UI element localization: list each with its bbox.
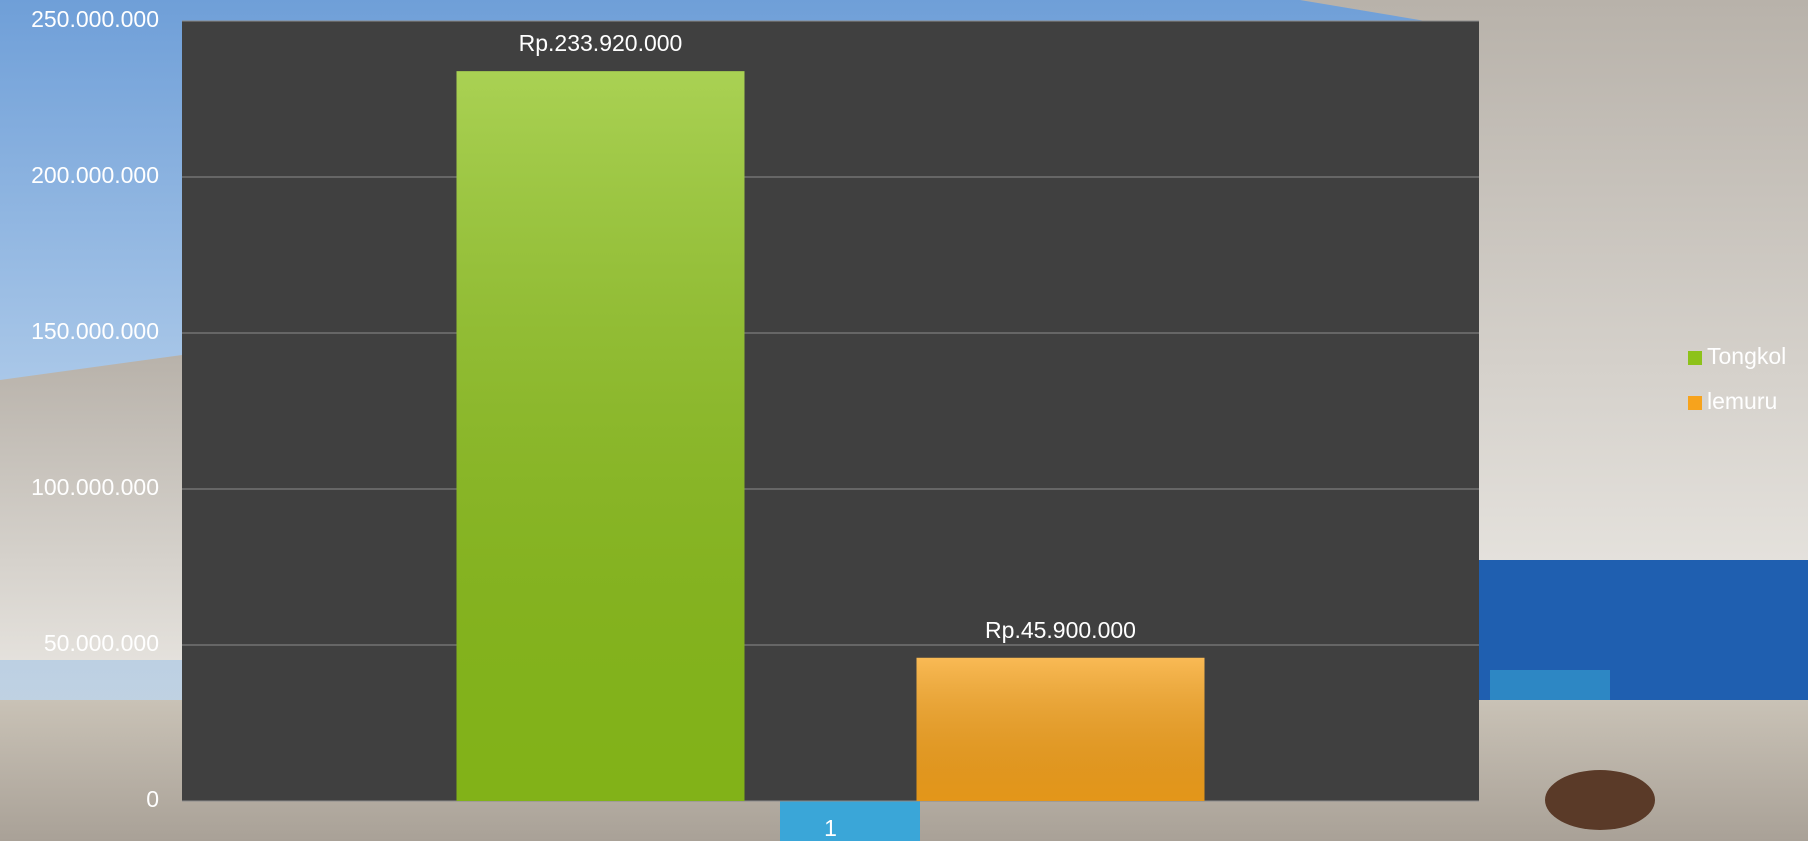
legend-swatch xyxy=(1688,351,1702,365)
data-label: Rp.233.920.000 xyxy=(519,30,683,56)
y-tick-label: 200.000.000 xyxy=(31,162,159,188)
chart: 0 50.000.000 100.000.000 150.000.000 200.000… xyxy=(0,0,1808,841)
plot-area xyxy=(182,21,1479,801)
y-tick-label: 0 xyxy=(146,786,159,812)
y-tick-label: 50.000.000 xyxy=(44,630,159,656)
bar-shine xyxy=(917,658,1205,801)
x-tick-label: 1 xyxy=(824,815,837,841)
y-tick-label: 100.000.000 xyxy=(31,474,159,500)
y-tick-label: 150.000.000 xyxy=(31,318,159,344)
legend-label: lemuru xyxy=(1707,388,1777,414)
legend-swatch xyxy=(1688,396,1702,410)
legend-label: Tongkol xyxy=(1707,343,1786,369)
data-label: Rp.45.900.000 xyxy=(985,617,1136,643)
bar-shine xyxy=(457,71,745,801)
y-tick-label: 250.000.000 xyxy=(31,6,159,32)
